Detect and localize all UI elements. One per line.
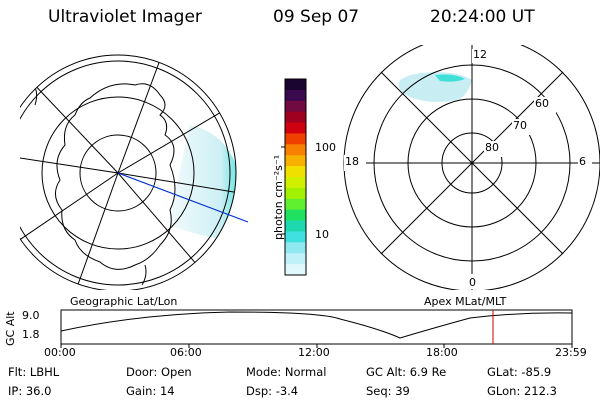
colorbar-tick-10: 10 [315, 228, 329, 241]
mlat-label-70: 70 [513, 119, 527, 132]
colorbar-segment [285, 264, 306, 276]
colorbar [281, 78, 307, 276]
alt-ylabel: GC Alt [4, 311, 17, 346]
mlat-label-80: 80 [485, 141, 499, 154]
colorbar-segment [285, 155, 306, 167]
colorbar-segment [285, 187, 306, 200]
magnetic-label: Apex MLat/MLT [424, 295, 507, 308]
mlt-label-6: 6 [579, 155, 586, 168]
status-glat: GLat: -85.9 [487, 365, 552, 379]
mlt-label-18: 18 [345, 155, 359, 168]
alt-xtick-2359: 23:59 [555, 346, 587, 359]
time-label: 20:24:00 UT [430, 7, 535, 27]
colorbar-segment [285, 198, 306, 211]
colorbar-segment [285, 253, 306, 265]
alt-xtick-0000: 00:00 [44, 346, 76, 359]
mlat-label-60: 60 [535, 97, 549, 110]
colorbar-segment [285, 89, 306, 102]
mlt-label-12: 12 [473, 48, 487, 61]
geographic-map [20, 54, 249, 290]
geographic-label: Geographic Lat/Lon [70, 295, 178, 308]
mlt-label-0: 0 [469, 276, 476, 289]
alt-xtick-1800: 18:00 [426, 346, 458, 359]
colorbar-segment [285, 231, 306, 243]
colorbar-segment [285, 111, 306, 124]
status-dsp: Dsp: -3.4 [246, 384, 299, 398]
alt-xtick-1200: 12:00 [298, 346, 330, 359]
magnetic-map [343, 45, 600, 290]
status-gc-alt: GC Alt: 6.9 Re [366, 365, 447, 379]
colorbar-segment [285, 100, 306, 113]
status-seq: Seq: 39 [366, 384, 410, 398]
status-mode: Mode: Normal [246, 365, 327, 379]
status-door: Door: Open [126, 365, 192, 379]
colorbar-segment [285, 144, 306, 156]
colorbar-unit-label: photon cm⁻²s⁻¹ [272, 154, 285, 240]
aurora-region [170, 125, 236, 240]
colorbar-segment [285, 133, 306, 145]
status-glon: GLon: 212.3 [487, 384, 557, 398]
status-gain: Gain: 14 [126, 384, 175, 398]
colorbar-segment [285, 166, 306, 178]
status-flt: Flt: LBHL [8, 365, 60, 379]
status-ip: IP: 36.0 [8, 384, 52, 398]
altitude-curve [60, 311, 573, 339]
alt-ytick-max: 9.0 [22, 309, 40, 322]
alt-xtick-0600: 06:00 [170, 346, 202, 359]
colorbar-tick-100: 100 [315, 141, 336, 154]
instrument-title: Ultraviolet Imager [48, 7, 202, 27]
colorbar-segment [285, 79, 306, 91]
colorbar-segment [285, 209, 306, 222]
colorbar-segment [285, 220, 306, 232]
colorbar-segment [285, 242, 306, 254]
colorbar-segment [285, 122, 306, 134]
terminator-line [117, 172, 249, 223]
colorbar-segment [285, 177, 306, 189]
alt-ytick-min: 1.8 [22, 328, 40, 341]
altitude-plot [60, 309, 573, 348]
date-label: 09 Sep 07 [273, 7, 360, 27]
